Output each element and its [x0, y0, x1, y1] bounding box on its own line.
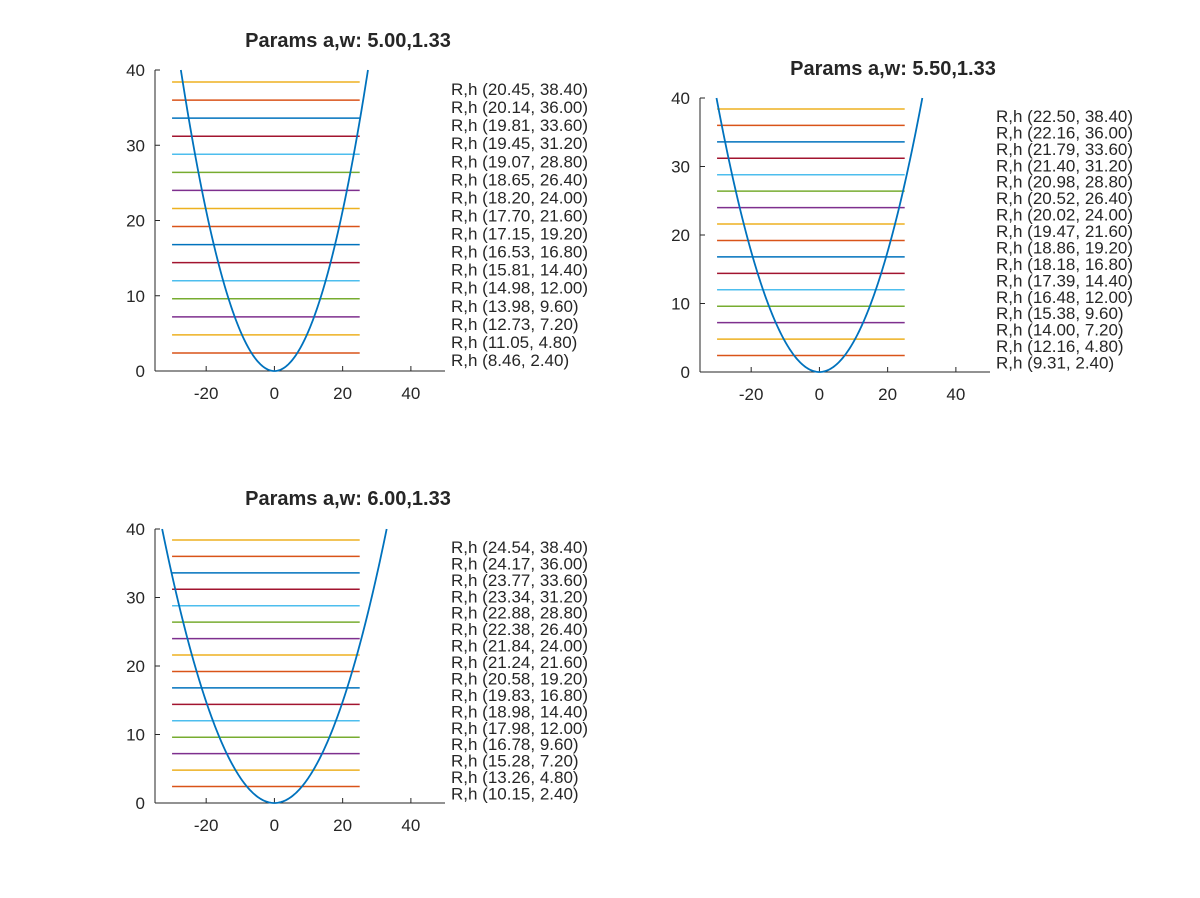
level-annotation: R,h (24.54, 38.40): [451, 538, 588, 557]
x-tick-label: 40: [946, 385, 965, 404]
level-annotation: R,h (17.15, 19.20): [451, 225, 588, 244]
level-annotation: R,h (20.58, 19.20): [451, 669, 588, 688]
level-annotation: R,h (17.39, 14.40): [996, 271, 1133, 290]
subplot-3: Params a,w: 6.00,1.33 0 10 20 30 40 -20 0 20 40 R…: [126, 488, 588, 835]
level-annotation: R,h (16.78, 9.60): [451, 735, 579, 754]
level-annotation: R,h (19.07, 28.80): [451, 152, 588, 171]
y-tick-label: 10: [671, 295, 690, 314]
level-annotation: R,h (19.47, 21.60): [996, 222, 1133, 241]
level-annotation: R,h (17.98, 12.00): [451, 719, 588, 738]
x-tick-label: -20: [739, 385, 764, 404]
parabola-curve: [161, 528, 388, 804]
level-annotation: R,h (20.14, 36.00): [451, 98, 588, 117]
level-annotation: R,h (14.98, 12.00): [451, 279, 588, 298]
level-annotation: R,h (13.26, 4.80): [451, 768, 579, 787]
y-tick-label: 30: [126, 136, 145, 155]
level-annotation: R,h (14.00, 7.20): [996, 321, 1124, 340]
level-annotation: R,h (13.98, 9.60): [451, 297, 579, 316]
x-tick-label: 0: [270, 816, 279, 835]
y-tick-label: 40: [126, 520, 145, 539]
level-annotation: R,h (18.20, 24.00): [451, 188, 588, 207]
y-tick-label: 40: [671, 89, 690, 108]
level-annotation: R,h (17.70, 21.60): [451, 206, 588, 225]
y-tick-label: 20: [671, 226, 690, 245]
y-tick-label: 0: [136, 362, 145, 381]
parabola-curve: [179, 69, 369, 372]
subplot-2: Params a,w: 5.50,1.33 0 10 20 30 40 -20 0 20 40 R…: [671, 58, 1133, 404]
level-annotation: R,h (22.88, 28.80): [451, 604, 588, 623]
x-tick-label: 20: [333, 816, 352, 835]
level-annotation: R,h (19.81, 33.60): [451, 116, 588, 135]
level-annotation: R,h (18.18, 16.80): [996, 255, 1133, 274]
x-tick-label: -20: [194, 384, 219, 403]
level-annotation: R,h (8.46, 2.40): [451, 351, 569, 370]
level-annotation: R,h (21.24, 21.60): [451, 653, 588, 672]
x-tick-label: -20: [194, 816, 219, 835]
level-annotation: R,h (15.81, 14.40): [451, 261, 588, 280]
y-tick-label: 10: [126, 726, 145, 745]
level-annotation: R,h (21.79, 33.60): [996, 140, 1133, 159]
level-annotation: R,h (20.45, 38.40): [451, 80, 588, 99]
y-tick-label: 10: [126, 287, 145, 306]
parabola-curve: [715, 97, 924, 373]
level-annotation: R,h (21.84, 24.00): [451, 637, 588, 656]
level-annotation: R,h (20.52, 26.40): [996, 189, 1133, 208]
level-annotation: R,h (18.86, 19.20): [996, 238, 1133, 257]
level-annotation: R,h (15.28, 7.20): [451, 752, 579, 771]
level-annotation: R,h (21.40, 31.20): [996, 156, 1133, 175]
x-tick-label: 0: [270, 384, 279, 403]
level-annotation: R,h (22.50, 38.40): [996, 107, 1133, 126]
level-annotation: R,h (18.98, 14.40): [451, 702, 588, 721]
level-annotation: R,h (20.98, 28.80): [996, 173, 1133, 192]
level-annotation: R,h (16.48, 12.00): [996, 288, 1133, 307]
level-annotation: R,h (24.17, 36.00): [451, 554, 588, 573]
level-annotation: R,h (19.45, 31.20): [451, 134, 588, 153]
level-annotation: R,h (16.53, 16.80): [451, 243, 588, 262]
level-annotation: R,h (23.77, 33.60): [451, 571, 588, 590]
y-tick-label: 30: [126, 589, 145, 608]
x-tick-label: 20: [878, 385, 897, 404]
level-annotation: R,h (22.38, 26.40): [451, 620, 588, 639]
x-tick-label: 40: [401, 816, 420, 835]
chart-title: Params a,w: 6.00,1.33: [245, 488, 451, 510]
y-tick-label: 20: [126, 212, 145, 231]
level-annotation: R,h (23.34, 31.20): [451, 587, 588, 606]
y-tick-label: 20: [126, 657, 145, 676]
y-tick-label: 40: [126, 61, 145, 80]
x-tick-label: 0: [815, 385, 824, 404]
level-annotation: R,h (9.31, 2.40): [996, 354, 1114, 373]
level-annotation: R,h (19.83, 16.80): [451, 686, 588, 705]
level-annotation: R,h (12.16, 4.80): [996, 337, 1124, 356]
level-annotation: R,h (12.73, 7.20): [451, 315, 579, 334]
level-annotation: R,h (15.38, 9.60): [996, 304, 1124, 323]
level-annotation: R,h (22.16, 36.00): [996, 123, 1133, 142]
chart-title: Params a,w: 5.00,1.33: [245, 30, 451, 52]
x-tick-label: 40: [401, 384, 420, 403]
level-annotation: R,h (20.02, 24.00): [996, 206, 1133, 225]
level-annotation: R,h (18.65, 26.40): [451, 170, 588, 189]
chart-title: Params a,w: 5.50,1.33: [790, 58, 996, 80]
y-tick-label: 0: [136, 794, 145, 813]
y-tick-label: 0: [681, 363, 690, 382]
level-annotation: R,h (11.05, 4.80): [451, 333, 577, 352]
x-tick-label: 20: [333, 384, 352, 403]
level-annotation: R,h (10.15, 2.40): [451, 785, 579, 804]
y-tick-label: 30: [671, 158, 690, 177]
subplot-1: Params a,w: 5.00,1.33 0 10 20 30 40 -20 0 20 40 R…: [126, 30, 588, 403]
